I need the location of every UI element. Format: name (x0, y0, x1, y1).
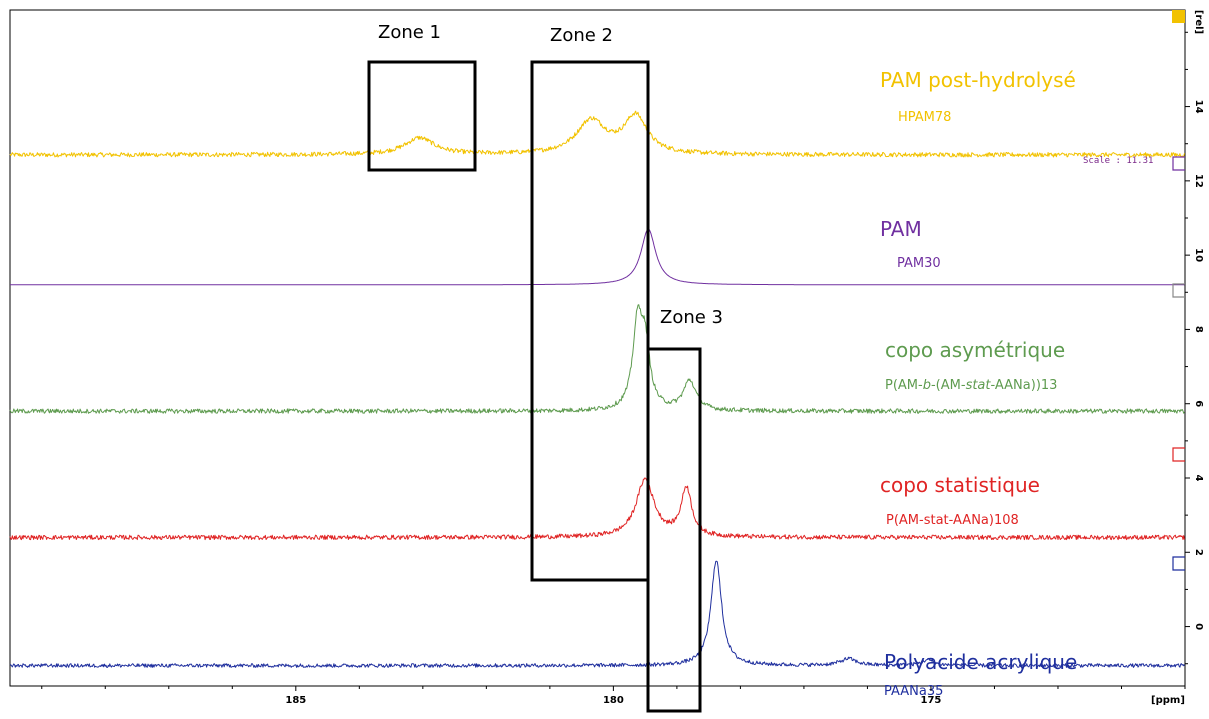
zones-group: Zone 1 Zone 2 Zone 3 (367, 22, 723, 713)
corner-marker-icon (1172, 10, 1185, 23)
spectra-group (9, 110, 1185, 668)
spectrum-line-1 (10, 228, 1185, 286)
sample-code-part-2-4: -AANa))13 (991, 378, 1058, 393)
baseline-bracket-3 (1172, 556, 1185, 571)
sample-code-part-2-3: stat (966, 378, 992, 393)
sample-name-1: PAM (880, 217, 922, 241)
x-axis: 185 180 175 [ppm] (41, 686, 1186, 706)
zone-label-2: Zone 2 (550, 25, 613, 46)
baseline-bracket-1 (1172, 283, 1185, 298)
plot-frame (9, 9, 1186, 687)
spectrum-line-3 (9, 477, 1185, 541)
y-tick-label-6: 6 (1193, 400, 1204, 407)
y-tick-label-12: 12 (1193, 174, 1204, 188)
y-tick-label-4: 4 (1193, 475, 1204, 482)
sample-name-2: copo asymétrique (885, 338, 1065, 362)
sample-code-1: PAM30 (897, 256, 941, 271)
sample-labels-group: PAM post-hydrolysé HPAM78 PAM PAM30 copo asy… (880, 68, 1077, 699)
y-axis-unit-label: [rel] (1193, 10, 1204, 34)
baseline-bracket-0 (1172, 156, 1185, 171)
sample-code-part-2-2: -(AM- (931, 378, 966, 393)
sample-code-part-2-1: b (923, 378, 931, 393)
zone-box-3 (646, 347, 702, 713)
spectrum-line-2 (9, 304, 1185, 414)
sample-code-0: HPAM78 (898, 110, 951, 125)
axis-decorations: Scale : 11.31 (1083, 10, 1185, 571)
sample-name-4: Polyacide acrylique (884, 650, 1077, 674)
x-tick-label-185: 185 (285, 695, 306, 706)
y-axis: 0 2 4 6 8 10 12 14 [rel] (1185, 10, 1204, 665)
y-tick-label-10: 10 (1193, 248, 1204, 262)
sample-code-3: P(AM-stat-AANa)108 (886, 513, 1019, 528)
y-tick-label-14: 14 (1193, 100, 1204, 114)
y-tick-label-2: 2 (1193, 549, 1204, 556)
x-tick-label-175: 175 (921, 695, 942, 706)
zone-box-1 (367, 60, 477, 172)
sample-code-2: P(AM-b-(AM-stat-AANa))13 (885, 378, 1057, 393)
x-tick-label-180: 180 (603, 695, 624, 706)
sample-name-3: copo statistique (880, 473, 1040, 497)
zone-label-3: Zone 3 (660, 307, 723, 328)
scale-note: Scale : 11.31 (1083, 156, 1153, 166)
y-tick-label-8: 8 (1193, 326, 1204, 333)
x-axis-unit-label: [ppm] (1151, 695, 1185, 706)
spectrum-line-4 (9, 560, 1185, 668)
sample-name-0: PAM post-hydrolysé (880, 68, 1076, 92)
zone-box-2 (530, 60, 650, 582)
sample-code-4: PAANa35 (884, 684, 943, 699)
baseline-bracket-2 (1172, 447, 1185, 462)
spectrum-line-0 (9, 110, 1185, 158)
zone-label-1: Zone 1 (378, 22, 441, 43)
sample-code-part-2-0: P(AM- (885, 378, 923, 393)
y-tick-label-0: 0 (1193, 623, 1204, 630)
